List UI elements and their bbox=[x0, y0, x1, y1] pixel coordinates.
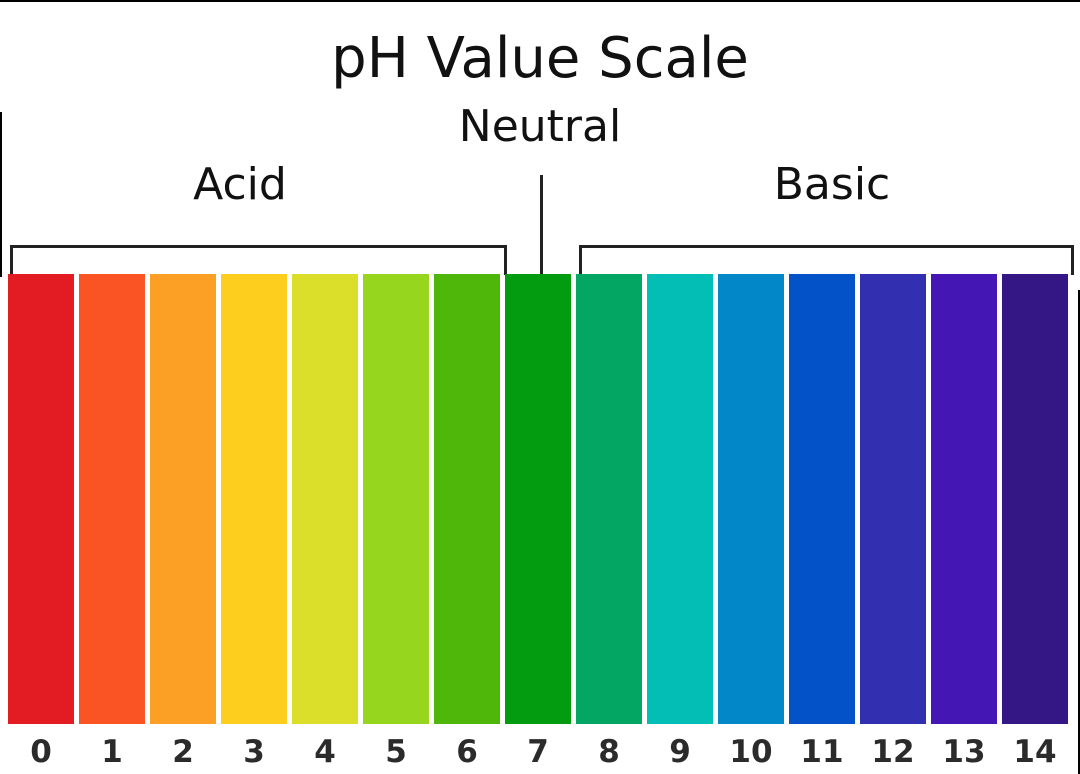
top-border-line bbox=[0, 0, 1080, 2]
ph-tick-label-11: 11 bbox=[800, 734, 844, 770]
ph-segment-6 bbox=[434, 274, 500, 724]
ph-segment-13 bbox=[931, 274, 997, 724]
ph-tick-label-10: 10 bbox=[729, 734, 773, 770]
neutral-label: Neutral bbox=[458, 101, 622, 152]
ph-segment-11 bbox=[789, 274, 855, 724]
ph-tick-label-5: 5 bbox=[385, 734, 407, 770]
neutral-pointer-line bbox=[540, 175, 543, 275]
ph-segment-1 bbox=[79, 274, 145, 724]
ph-tick-label-2: 2 bbox=[172, 734, 194, 770]
ph-tick-label-3: 3 bbox=[243, 734, 265, 770]
ph-segment-4 bbox=[292, 274, 358, 724]
ph-tick-label-1: 1 bbox=[101, 734, 123, 770]
basic-label: Basic bbox=[773, 159, 891, 210]
acid-bracket bbox=[10, 245, 507, 275]
ph-tick-label-7: 7 bbox=[527, 734, 549, 770]
basic-bracket bbox=[579, 245, 1074, 275]
ph-tick-label-8: 8 bbox=[598, 734, 620, 770]
ph-segment-9 bbox=[647, 274, 713, 724]
ph-segment-12 bbox=[860, 274, 926, 724]
ph-tick-label-6: 6 bbox=[456, 734, 478, 770]
right-border-line bbox=[1078, 290, 1080, 774]
ph-segment-7 bbox=[505, 274, 571, 724]
ph-segment-5 bbox=[363, 274, 429, 724]
ph-segment-8 bbox=[576, 274, 642, 724]
ph-segment-14 bbox=[1002, 274, 1068, 724]
ph-segment-3 bbox=[221, 274, 287, 724]
ph-tick-label-14: 14 bbox=[1013, 734, 1057, 770]
ph-segment-10 bbox=[718, 274, 784, 724]
acid-label: Acid bbox=[193, 159, 287, 210]
ph-tick-label-12: 12 bbox=[871, 734, 915, 770]
ph-segment-2 bbox=[150, 274, 216, 724]
ph-tick-label-13: 13 bbox=[942, 734, 986, 770]
ph-segment-0 bbox=[8, 274, 74, 724]
diagram-title: pH Value Scale bbox=[331, 26, 749, 91]
ph-tick-label-9: 9 bbox=[669, 734, 691, 770]
color-scale bbox=[8, 274, 1072, 724]
ph-tick-label-4: 4 bbox=[314, 734, 336, 770]
left-border-line bbox=[0, 112, 2, 277]
ph-tick-label-0: 0 bbox=[30, 734, 52, 770]
